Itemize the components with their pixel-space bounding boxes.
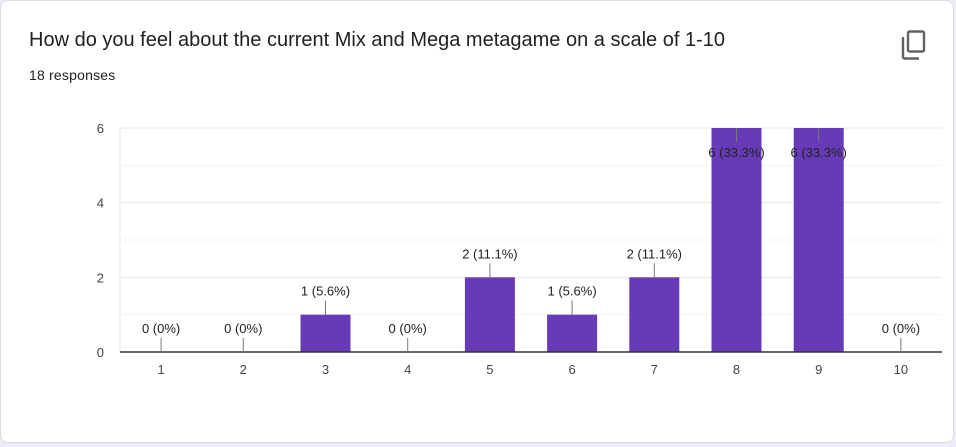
data-label: 6 (33.3%) bbox=[791, 145, 847, 160]
bar bbox=[300, 314, 351, 352]
x-tick-label: 6 bbox=[568, 362, 575, 377]
x-tick-label: 9 bbox=[815, 362, 822, 377]
x-tick-label: 5 bbox=[486, 362, 493, 377]
y-tick-label: 4 bbox=[97, 196, 104, 211]
axes: 0 2 4 6 1 2 3 4 5 6 7 8 9 10 bbox=[97, 121, 942, 377]
bar bbox=[629, 277, 680, 352]
question-title: How do you feel about the current Mix an… bbox=[29, 29, 725, 51]
data-label: 0 (0%) bbox=[224, 321, 262, 336]
bar bbox=[711, 128, 762, 352]
data-label: 0 (0%) bbox=[389, 321, 427, 336]
x-tick-label: 10 bbox=[894, 362, 908, 377]
x-tick-label: 2 bbox=[240, 362, 247, 377]
data-label: 0 (0%) bbox=[142, 321, 180, 336]
y-tick-label: 6 bbox=[97, 121, 104, 136]
y-tick-label: 0 bbox=[97, 345, 104, 360]
data-label: 0 (0%) bbox=[882, 321, 920, 336]
data-label: 1 (5.6%) bbox=[548, 284, 597, 299]
x-tick-label: 7 bbox=[651, 362, 658, 377]
response-count: 18 responses bbox=[29, 67, 116, 83]
data-label: 1 (5.6%) bbox=[301, 284, 350, 299]
y-tick-label: 2 bbox=[97, 270, 104, 285]
bar bbox=[793, 128, 844, 352]
data-label: 6 (33.3%) bbox=[708, 145, 764, 160]
data-labels: 0 (0%) 0 (0%) 1 (5.6%) 0 (0%) 2 (11.1%) 1 (5.… bbox=[142, 128, 920, 352]
bar bbox=[547, 314, 598, 352]
bars bbox=[300, 128, 844, 352]
data-label: 2 (11.1%) bbox=[462, 246, 517, 261]
x-tick-label: 3 bbox=[322, 362, 329, 377]
copy-chart-button[interactable] bbox=[895, 27, 931, 63]
copy-icon bbox=[901, 30, 926, 60]
x-tick-label: 8 bbox=[733, 362, 740, 377]
x-tick-label: 1 bbox=[157, 362, 164, 377]
data-label: 2 (11.1%) bbox=[627, 246, 682, 261]
x-tick-label: 4 bbox=[404, 362, 411, 377]
bar bbox=[464, 277, 515, 352]
